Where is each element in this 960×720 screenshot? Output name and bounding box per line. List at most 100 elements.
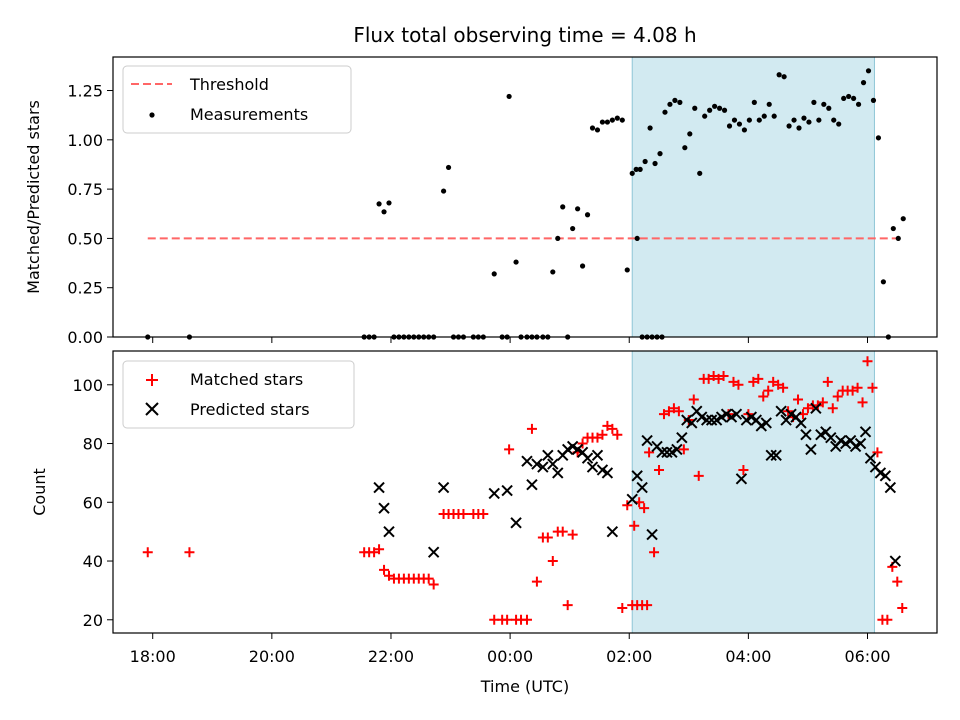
predicted-star-point: [606, 525, 619, 538]
measurement-point: [826, 105, 832, 111]
matched-star-point: [142, 547, 153, 558]
predicted-star-point: [735, 473, 748, 485]
measurement-point: [491, 271, 497, 277]
measurement-point: [811, 99, 817, 105]
predicted-star-point: [636, 481, 648, 494]
top-y-tick-label: 0.50: [67, 229, 103, 248]
matched-star-point: [738, 464, 749, 475]
predicted-star-point: [671, 443, 683, 456]
predicted-star-point: [705, 414, 718, 426]
legend-measurements-label: Measurements: [190, 105, 308, 124]
measurement-point: [647, 125, 653, 131]
measurement-point: [816, 117, 822, 123]
top-x-ticks: [152, 337, 869, 343]
top-axes-frame: [112, 56, 938, 338]
predicted-star-point: [626, 493, 638, 506]
matched-star-point: [642, 600, 653, 611]
measurement-point: [629, 170, 635, 176]
bottom-y-tick-label: 80: [83, 435, 103, 454]
matched-star-point: [639, 503, 650, 514]
matched-star-point: [872, 447, 883, 458]
measurement-point: [900, 216, 906, 222]
matched-star-point: [778, 382, 789, 393]
matched-star-point: [693, 470, 704, 481]
legend-threshold-label: Threshold: [189, 75, 269, 94]
measurement-point: [506, 93, 512, 100]
matched-star-point: [882, 614, 893, 625]
measurement-point: [667, 101, 673, 107]
measurement-point: [721, 107, 728, 113]
predicted-star-point: [676, 431, 688, 444]
matched-star-point: [478, 509, 489, 520]
measurement-point: [771, 113, 777, 119]
matched-star-point: [892, 576, 903, 587]
predicted-star-point: [889, 555, 902, 567]
predicted-star-point: [526, 478, 538, 491]
measurement-point: [555, 235, 561, 242]
measurement-point: [875, 135, 882, 141]
predicted-star-point: [537, 461, 549, 473]
measurement-point: [381, 209, 387, 215]
matched-star-point: [733, 379, 744, 390]
measurement-point: [796, 125, 802, 131]
matched-star-point: [758, 391, 769, 402]
predicted-star-point: [488, 487, 500, 500]
predicted-star-point: [884, 481, 897, 494]
measurement-point: [791, 117, 797, 123]
predicted-star-point: [641, 434, 653, 447]
measurement-point: [386, 200, 392, 206]
measurement-point: [751, 99, 757, 105]
matched-star-point: [374, 544, 385, 555]
measurement-point: [781, 74, 787, 80]
bottom-x-tick-label: 20:00: [249, 647, 295, 666]
top-legend-frame: [122, 65, 352, 134]
matched-star-point: [718, 370, 729, 381]
predicted-star-point: [864, 452, 877, 464]
matched-star-point: [832, 391, 843, 402]
matched-star-point: [897, 603, 908, 614]
matched-star-point: [531, 576, 542, 587]
matched-star-point: [827, 403, 838, 414]
measurement-point: [440, 188, 447, 194]
measurement-point: [584, 212, 591, 218]
matched-star-point: [423, 573, 434, 584]
matched-star-point: [822, 376, 833, 387]
legend-measurements-swatch: [149, 112, 155, 118]
predicted-star-point: [795, 417, 807, 429]
bottom-legend: Matched stars Predicted stars: [122, 360, 355, 429]
measurement-point: [836, 121, 842, 127]
predicted-star-point: [700, 414, 713, 426]
top-y-axis-label: Matched/Predicted stars: [24, 100, 43, 294]
predicted-star-point: [854, 437, 867, 450]
bottom-x-tick-label: 00:00: [487, 647, 533, 666]
predicted-star-point: [601, 467, 614, 479]
predicted-star-point: [646, 528, 658, 541]
matched-star-point: [753, 373, 764, 384]
measurement-point: [624, 267, 630, 273]
measurement-point: [865, 68, 872, 74]
bottom-y-axis-label: Count: [30, 468, 49, 516]
matched-star-point: [622, 500, 633, 511]
matched-star-point: [597, 429, 608, 440]
matched-star-point: [649, 547, 660, 558]
measurement-point: [560, 204, 566, 210]
legend-matched-label: Matched stars: [190, 370, 303, 389]
bottom-observing-span: [631, 350, 875, 634]
measurement-point: [786, 123, 792, 129]
matched-star-point: [862, 356, 873, 367]
predicted-star-point: [510, 517, 522, 529]
measurement-point: [736, 121, 743, 127]
predicted-star-point: [805, 443, 817, 456]
bottom-y-ticks: 20 40 60 80 100: [72, 376, 113, 630]
observing-span-rect: [631, 56, 875, 338]
chart-title: Flux total observing time = 4.08 h: [353, 23, 696, 47]
bottom-x-tick-label: 06:00: [844, 647, 890, 666]
matched-star-point: [504, 444, 515, 455]
measurement-point: [376, 201, 382, 207]
measurement-point: [662, 109, 668, 115]
measurement-point: [726, 123, 733, 129]
predicted-star-point: [810, 402, 822, 414]
top-legend: Threshold Measurements: [122, 65, 352, 134]
predicted-star-point: [631, 470, 643, 482]
bottom-axes-frame: [112, 350, 938, 634]
